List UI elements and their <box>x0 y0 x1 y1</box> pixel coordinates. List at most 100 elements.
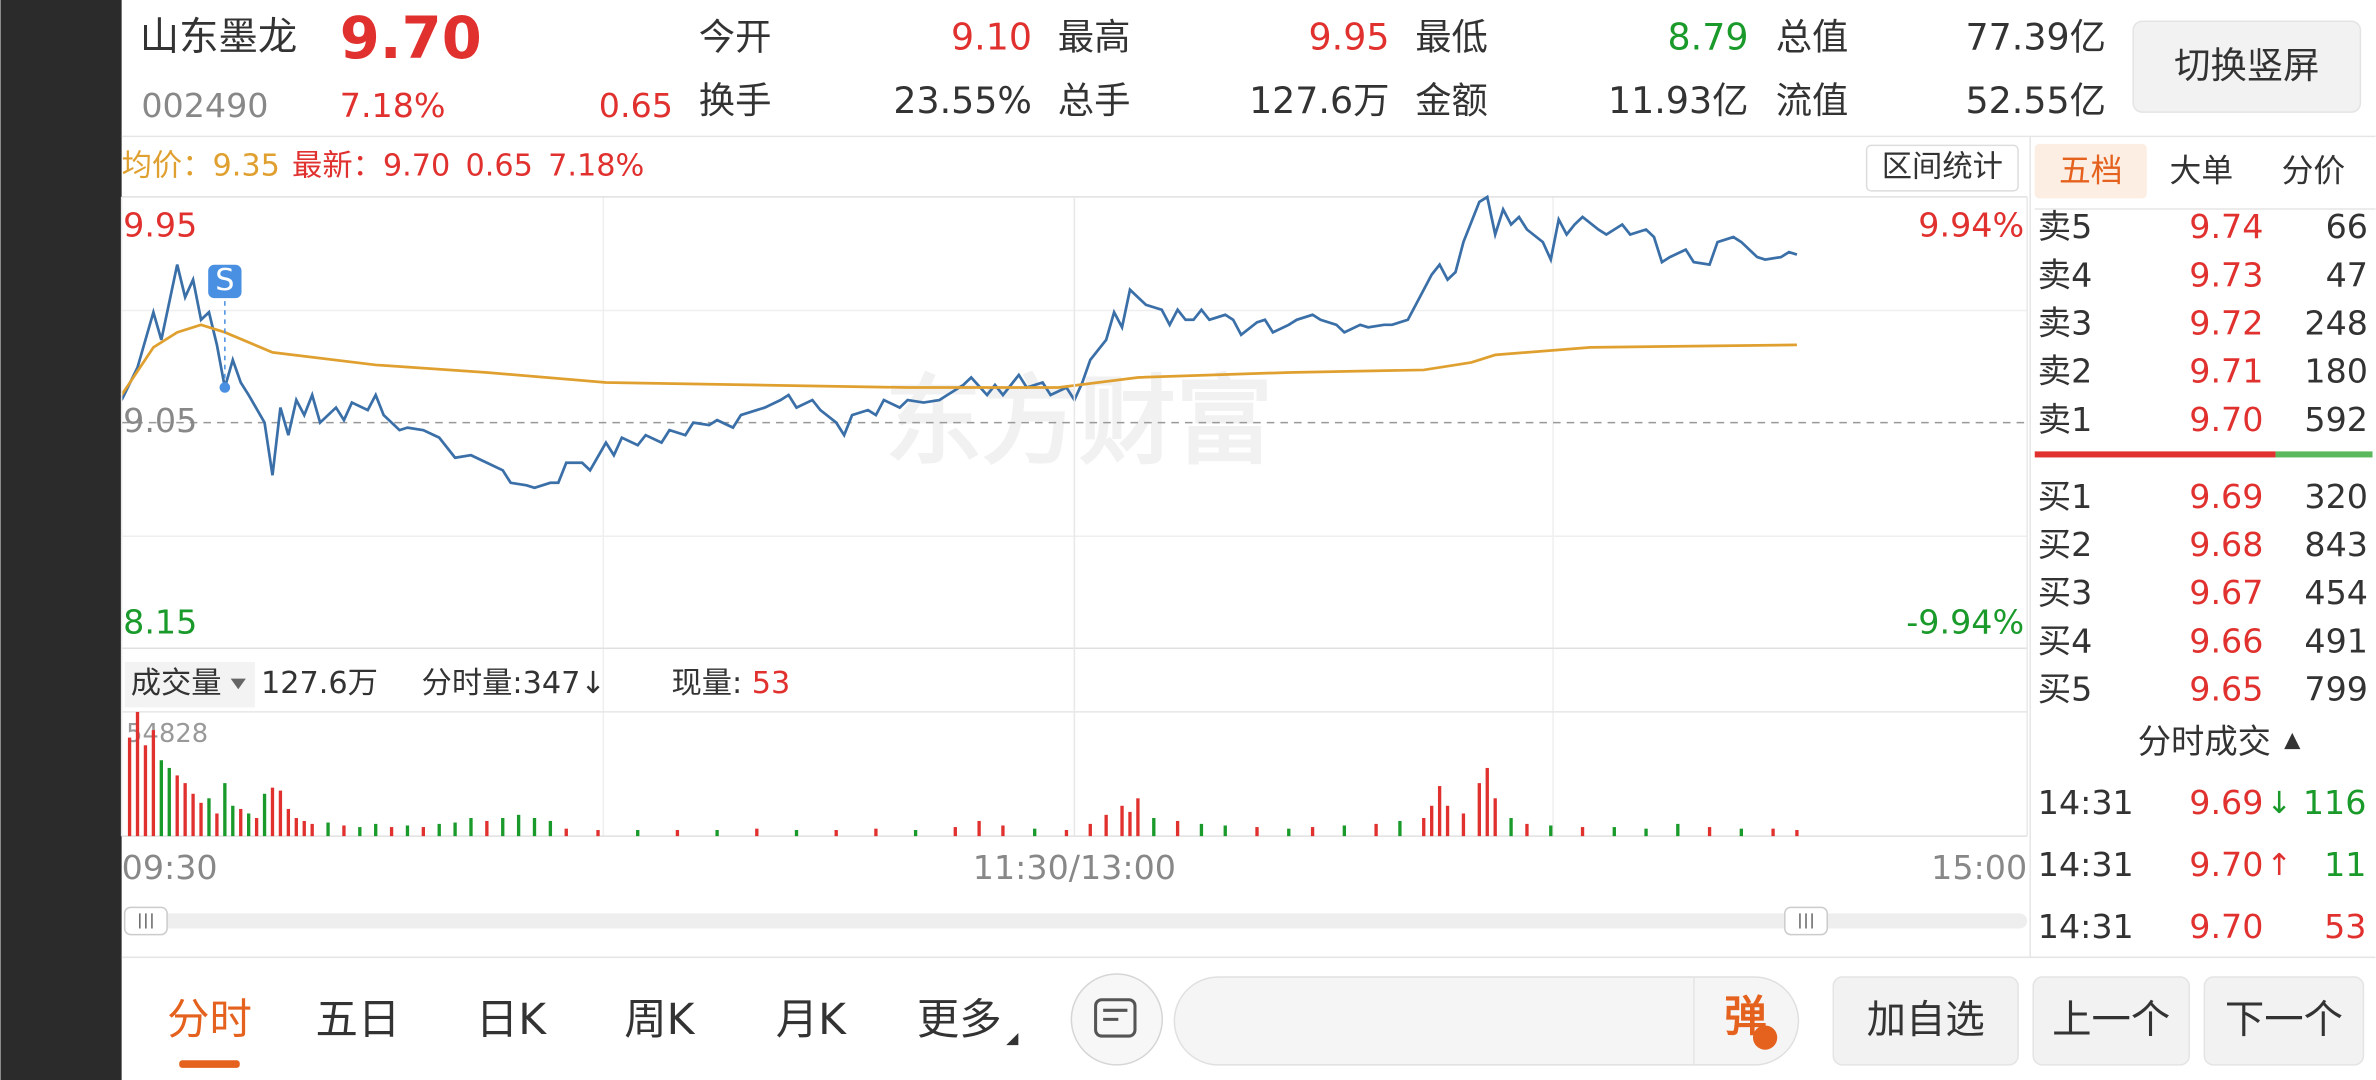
volume-bar <box>405 825 410 837</box>
volume-bar <box>231 805 235 837</box>
volume-bar <box>532 818 537 837</box>
side-strip <box>0 0 122 1080</box>
volume-bar <box>1461 813 1466 837</box>
switch-button[interactable]: 切换竖屏 <box>2132 20 2362 113</box>
volume-selector[interactable]: 成交量 <box>124 661 255 708</box>
stat-label: 最低 <box>1415 15 1488 58</box>
footer-button-label[interactable]: 下一个 <box>2225 997 2343 1043</box>
volume-bar <box>1310 827 1315 837</box>
stock-price: 9.70 <box>340 5 482 72</box>
footer-button[interactable] <box>1832 976 2019 1066</box>
volume-bar <box>1136 798 1140 837</box>
book-price: 9.65 <box>2189 670 2263 709</box>
stat-value: 9.10 <box>951 15 1032 58</box>
volume-bar <box>1437 786 1442 837</box>
volume-bar <box>302 820 306 837</box>
volume-bar <box>1795 830 1799 837</box>
danmaku-badge[interactable] <box>1752 1025 1778 1050</box>
book-price: 9.74 <box>2189 207 2263 246</box>
volume-bar <box>175 775 179 837</box>
y-tick-label: 54828 <box>126 719 208 749</box>
scroll-track[interactable] <box>124 913 2028 929</box>
stat-value: 77.39亿 <box>1966 15 2106 58</box>
volume-bar <box>239 808 243 837</box>
trade-price: 9.69 <box>2189 783 2263 822</box>
y2-tick-label: -9.94% <box>1906 603 2024 642</box>
footer-button-label[interactable]: 上一个 <box>2052 997 2170 1043</box>
volume-bar <box>715 830 719 837</box>
sort-indicator[interactable]: ▲ <box>2284 727 2301 752</box>
handle-grip[interactable] <box>1799 913 1813 929</box>
legend-item: 最新： <box>292 148 383 183</box>
order-tab[interactable]: 分价 <box>2282 153 2346 190</box>
book-price: 9.66 <box>2189 621 2263 660</box>
x-tick-label: 11:30/13:00 <box>973 848 1176 887</box>
footer-button-label[interactable]: 加自选 <box>1867 997 1985 1043</box>
volume-bar <box>953 827 957 837</box>
stat-label: 今开 <box>699 15 772 58</box>
book-volume: 180 <box>2304 352 2368 391</box>
volume-bar <box>1374 823 1378 837</box>
stock-name: 山东墨龙 <box>140 14 298 60</box>
period-tab[interactable]: 分时 <box>167 996 252 1045</box>
trades-header[interactable]: 分时成交 ▲ <box>2138 722 2301 761</box>
volume-bar <box>143 745 148 837</box>
stat-value: 52.55亿 <box>1966 79 2106 122</box>
trade-price: 9.70 <box>2189 845 2263 884</box>
range-stats-label[interactable]: 区间统计 <box>1882 150 2003 185</box>
tab-active-bg[interactable] <box>2034 143 2147 199</box>
volume-bar <box>167 767 171 837</box>
period-tab[interactable]: 周K <box>624 996 695 1045</box>
period-tab[interactable]: 更多 <box>917 996 1002 1045</box>
price-line <box>120 194 1798 490</box>
volume-bar <box>159 760 163 837</box>
range-stats-button[interactable]: 区间统计 <box>1865 144 2019 192</box>
footer-button[interactable] <box>2032 976 2190 1066</box>
legend: 均价：9.35 最新：9.70 0.65 7.18% <box>122 148 645 183</box>
volume-bar <box>421 827 426 837</box>
volume-bar <box>342 825 346 837</box>
book-price: 9.72 <box>2189 304 2263 343</box>
change: 0.65 <box>599 86 673 125</box>
current-volume: 53 <box>752 666 791 701</box>
icon-lines[interactable] <box>1103 1008 1128 1021</box>
marker-badge <box>208 264 242 299</box>
scroll-handle[interactable] <box>123 906 1828 936</box>
volume-bar <box>516 814 521 837</box>
range-stats-bg[interactable] <box>1865 144 2019 192</box>
book-price: 9.70 <box>2189 400 2263 439</box>
volume-selector-label[interactable]: 成交量 <box>131 666 222 701</box>
comment-input[interactable] <box>1173 976 1800 1066</box>
x-tick-label: 15:00 <box>1931 848 2027 887</box>
period-tab[interactable]: 日K <box>476 996 547 1045</box>
volume-bar <box>278 790 283 837</box>
handle-grip[interactable] <box>139 913 153 929</box>
book-volume: 248 <box>2304 304 2368 343</box>
icon-glyph[interactable] <box>1094 998 1137 1038</box>
period-tab[interactable]: 五日 <box>316 996 401 1045</box>
order-tab[interactable]: 五档 <box>2059 153 2123 190</box>
comment-icon[interactable] <box>1070 973 1164 1066</box>
trades-title[interactable]: 分时成交 <box>2138 722 2271 761</box>
footer-button[interactable] <box>2203 976 2365 1066</box>
switch-button-label[interactable]: 切换竖屏 <box>2174 44 2319 87</box>
volume-bar <box>1525 823 1529 837</box>
book-volume: 454 <box>2304 573 2368 612</box>
volume-bar <box>913 830 918 837</box>
book-volume: 592 <box>2304 400 2368 439</box>
dropdown-icon[interactable] <box>230 678 246 690</box>
book-label: 买3 <box>2038 573 2093 612</box>
stat-label: 总值 <box>1776 15 1849 58</box>
stat-label: 最高 <box>1058 15 1131 58</box>
y-tick-label: 9.95 <box>123 206 197 245</box>
book-volume: 320 <box>2304 477 2368 516</box>
book-volume: 799 <box>2304 670 2368 709</box>
volume-selector-bg[interactable] <box>124 661 255 708</box>
book-price: 9.68 <box>2189 525 2263 564</box>
switch-button-bg[interactable] <box>2132 20 2362 113</box>
period-tab[interactable]: 月K <box>776 996 847 1045</box>
order-tab[interactable]: 大单 <box>2170 153 2234 190</box>
volume-bar <box>548 820 553 837</box>
minute-volume: 分时量:347↓ <box>422 666 606 701</box>
price-line <box>120 323 1797 396</box>
